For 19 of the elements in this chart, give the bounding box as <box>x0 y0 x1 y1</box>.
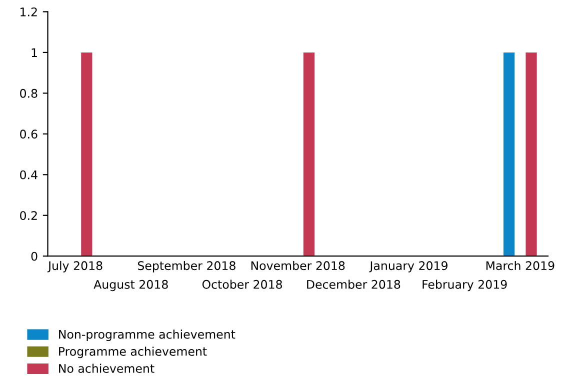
x-tick-label: December 2018 <box>307 280 400 289</box>
x-tick-label: August 2018 <box>94 280 168 292</box>
y-tick-label: 0.8 <box>20 88 38 98</box>
x-tick-label: November 2018 <box>251 260 345 270</box>
y-tick-label: 1 <box>32 48 37 57</box>
x-tick-label: October 2018 <box>202 280 282 289</box>
y-tick-label: 1.2 <box>20 7 37 16</box>
legend-label: Non-programme achievement <box>59 330 236 342</box>
x-tick-label: September 2018 <box>138 260 236 272</box>
y-tick-label: 0.4 <box>20 170 38 180</box>
y-tick-label: 0.6 <box>20 130 38 139</box>
y-tick-label: 0.2 <box>20 211 37 220</box>
x-tick-label: February 2019 <box>422 280 507 292</box>
x-tick-label: March 2019 <box>486 260 554 270</box>
x-tick-label: July 2018 <box>47 260 102 272</box>
y-tick-label: 0 <box>31 252 38 261</box>
x-tick-label: January 2019 <box>369 261 448 272</box>
legend-label: No achievement <box>59 364 154 373</box>
legend-label: Programme achievement <box>59 346 207 358</box>
